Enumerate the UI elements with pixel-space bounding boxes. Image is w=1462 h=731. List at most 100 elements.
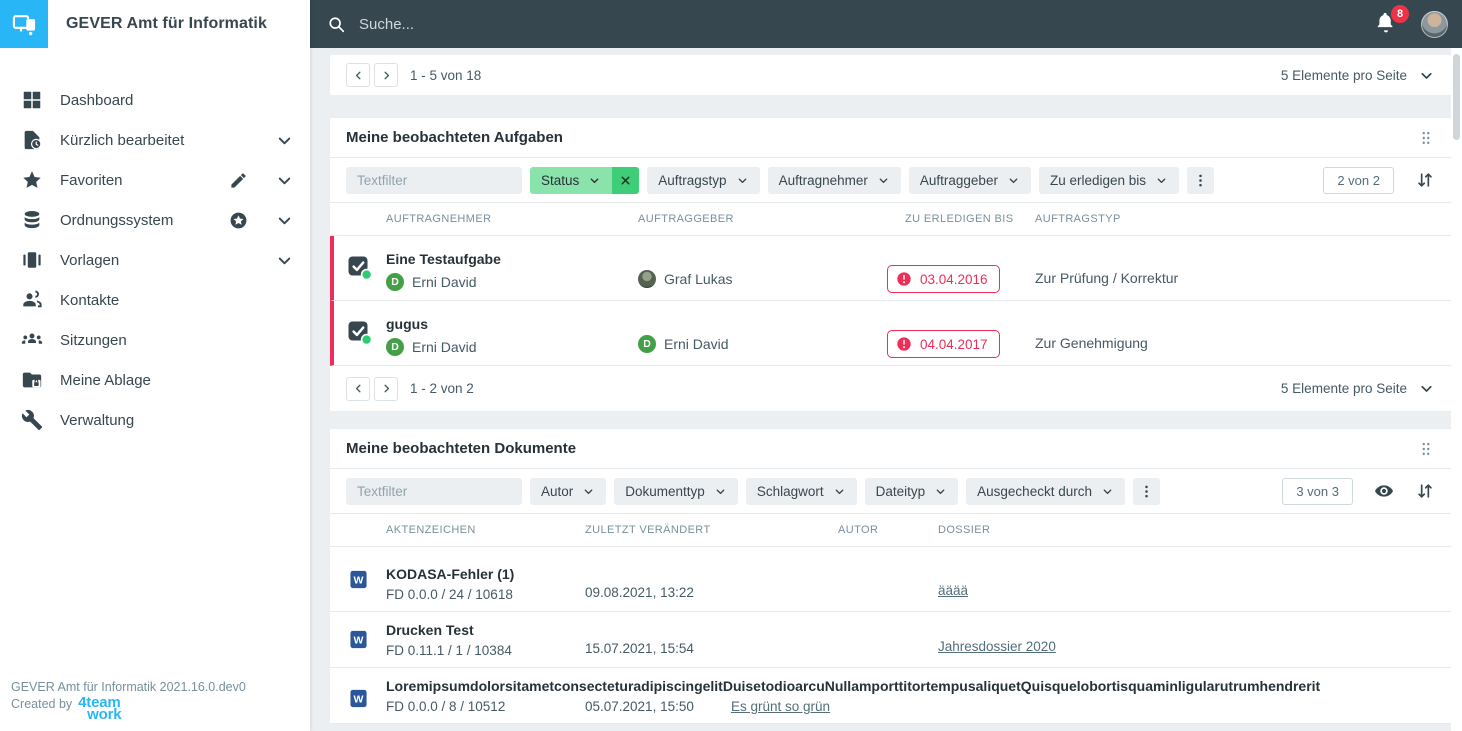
overdue-alert-icon [896, 271, 912, 287]
auftragnehmer-filter-chip[interactable]: Auftragnehmer [767, 166, 901, 194]
chevron-down-icon[interactable] [275, 171, 294, 190]
sidebar-item-label: Ordnungssystem [60, 211, 174, 229]
chevron-down-icon[interactable] [275, 251, 294, 270]
autor-filter-chip[interactable]: Autor [530, 477, 607, 505]
edit-pencil-icon[interactable] [229, 171, 248, 190]
document-row[interactable]: Drucken Test FD 0.11.1 / 1 / 10384 15.07… [330, 612, 1451, 668]
more-filters-button[interactable] [1132, 477, 1160, 505]
status-filter-chip[interactable]: Status [530, 166, 640, 194]
chevron-right-icon [380, 382, 393, 395]
app-logo[interactable] [0, 0, 48, 48]
sidebar-item-label: Vorlagen [60, 251, 120, 269]
created-by-text: Created by [11, 697, 73, 711]
document-row[interactable]: KODASA-Fehler (1) FD 0.0.0 / 24 / 10618 … [330, 547, 1451, 612]
modified-date: 09.08.2021, 13:22 [585, 585, 694, 600]
auftragnehmer-name: Erni David [412, 274, 477, 290]
next-page-button[interactable] [374, 376, 398, 401]
dossier-link[interactable]: Es grünt so grün [731, 699, 831, 714]
next-page-button[interactable] [374, 63, 398, 87]
status-filter-remove-button[interactable] [612, 166, 640, 194]
document-title: Drucken Test [386, 622, 474, 638]
topbar: 8 [310, 0, 1462, 48]
column-header[interactable]: Auftragnehmer [386, 213, 492, 225]
chevron-down-icon[interactable] [275, 211, 294, 230]
document-title: KODASA-Fehler (1) [386, 566, 515, 582]
documents-textfilter-input[interactable] [346, 477, 522, 505]
sidebar: GEVER Amt für Informatik Dashboard Kürzl… [0, 0, 310, 731]
auftragstyp-text: Zur Prüfung / Korrektur [1035, 270, 1179, 286]
chevron-down-icon [588, 174, 601, 187]
tasks-card: Meine beobachteten Aufgaben Status Auftr… [330, 118, 1451, 411]
chevron-down-icon [1007, 174, 1020, 187]
sort-icon[interactable] [1415, 170, 1435, 190]
prev-page-button[interactable] [346, 63, 370, 87]
scrollbar-thumb[interactable] [1453, 54, 1460, 140]
overview-pager: 1 - 5 von 18 5 Elemente pro Seite [330, 55, 1451, 95]
sidebar-item-label: Favoriten [60, 171, 123, 189]
per-page-select[interactable]: 5 Elemente pro Seite [1281, 67, 1435, 84]
drag-handle-icon[interactable] [1417, 129, 1435, 147]
sidebar-item-recently-edited[interactable]: Kürzlich bearbeitet [0, 120, 310, 160]
column-header[interactable]: Zu erledigen bis [905, 213, 1014, 225]
ausgecheckt-durch-filter-chip[interactable]: Ausgecheckt durch [966, 477, 1125, 505]
due-date-badge: 04.04.2017 [887, 330, 1000, 358]
dashboard-icon [21, 89, 43, 111]
auftragstyp-text: Zur Genehmigung [1035, 335, 1148, 351]
group-icon [21, 329, 43, 351]
chevron-left-icon [352, 382, 365, 395]
star-circle-icon[interactable] [229, 211, 248, 230]
document-row[interactable]: Loremipsumdolorsitametconsecteturadipisc… [330, 668, 1451, 724]
sidebar-item-ordnungssystem[interactable]: Ordnungssystem [0, 200, 310, 240]
search-input[interactable] [359, 15, 759, 33]
chevron-down-icon [877, 174, 890, 187]
auftraggeber-filter-chip[interactable]: Auftraggeber [908, 166, 1031, 194]
column-header[interactable]: Autor [838, 524, 879, 536]
dateityp-filter-chip[interactable]: Dateityp [864, 477, 959, 505]
dossier-link[interactable]: Jahresdossier 2020 [938, 639, 1056, 654]
column-header[interactable]: Auftragstyp [1035, 213, 1121, 225]
prev-page-button[interactable] [346, 376, 370, 401]
tasks-pager: 1 - 2 von 2 5 Elemente pro Seite [330, 366, 1451, 411]
drag-handle-icon[interactable] [1417, 440, 1435, 458]
sidebar-item-kontakte[interactable]: Kontakte [0, 280, 310, 320]
column-header[interactable]: Auftraggeber [638, 213, 734, 225]
dossier-link[interactable]: ääää [938, 583, 969, 598]
star-icon [21, 169, 43, 191]
close-icon [619, 174, 632, 187]
autor-text [838, 600, 938, 611]
user-avatar[interactable] [1421, 10, 1448, 38]
column-header[interactable]: Dossier [938, 524, 991, 536]
sort-icon[interactable] [1415, 481, 1435, 501]
task-row[interactable]: gugus D Erni David D Erni David 04.0 [330, 301, 1451, 366]
sidebar-footer: GEVER Amt für Informatik 2021.16.0.dev0 … [0, 680, 310, 731]
dokumenttyp-filter-chip[interactable]: Dokumenttyp [614, 477, 738, 505]
modified-date: 15.07.2021, 15:54 [585, 641, 694, 656]
sidebar-item-vorlagen[interactable]: Vorlagen [0, 240, 310, 280]
sidebar-item-favorites[interactable]: Favoriten [0, 160, 310, 200]
per-page-select[interactable]: 5 Elemente pro Seite [1281, 380, 1435, 397]
more-filters-button[interactable] [1187, 166, 1215, 194]
column-header[interactable]: Zuletzt verändert [585, 524, 711, 536]
task-row[interactable]: Eine Testaufgabe D Erni David Graf Lukas [330, 236, 1451, 301]
schlagwort-filter-chip[interactable]: Schlagwort [745, 477, 857, 505]
column-header[interactable]: Aktenzeichen [386, 524, 476, 536]
tasks-textfilter-input[interactable] [346, 166, 522, 194]
chevron-down-icon[interactable] [275, 131, 294, 150]
task-title: Eine Testaufgabe [386, 251, 501, 267]
auftragstyp-filter-chip[interactable]: Auftragstyp [647, 166, 760, 194]
sidebar-item-dashboard[interactable]: Dashboard [0, 80, 310, 120]
auftraggeber-name: Graf Lukas [664, 271, 733, 287]
task-check-icon [347, 255, 374, 282]
tasks-table-header: Auftragnehmer Auftraggeber Zu erledigen … [330, 203, 1451, 236]
sidebar-item-label: Sitzungen [60, 331, 127, 349]
zu-erledigen-bis-filter-chip[interactable]: Zu erledigen bis [1038, 166, 1180, 194]
4teamwork-logo[interactable]: 4team work [78, 694, 122, 723]
word-document-icon [348, 569, 369, 590]
notifications-button[interactable]: 8 [1375, 5, 1409, 36]
auftragnehmer-name: Erni David [412, 339, 477, 355]
sidebar-item-meine-ablage[interactable]: Meine Ablage [0, 360, 310, 400]
sidebar-item-label: Kürzlich bearbeitet [60, 131, 185, 149]
eye-icon[interactable] [1374, 481, 1394, 501]
sidebar-item-verwaltung[interactable]: Verwaltung [0, 400, 310, 440]
sidebar-item-sitzungen[interactable]: Sitzungen [0, 320, 310, 360]
